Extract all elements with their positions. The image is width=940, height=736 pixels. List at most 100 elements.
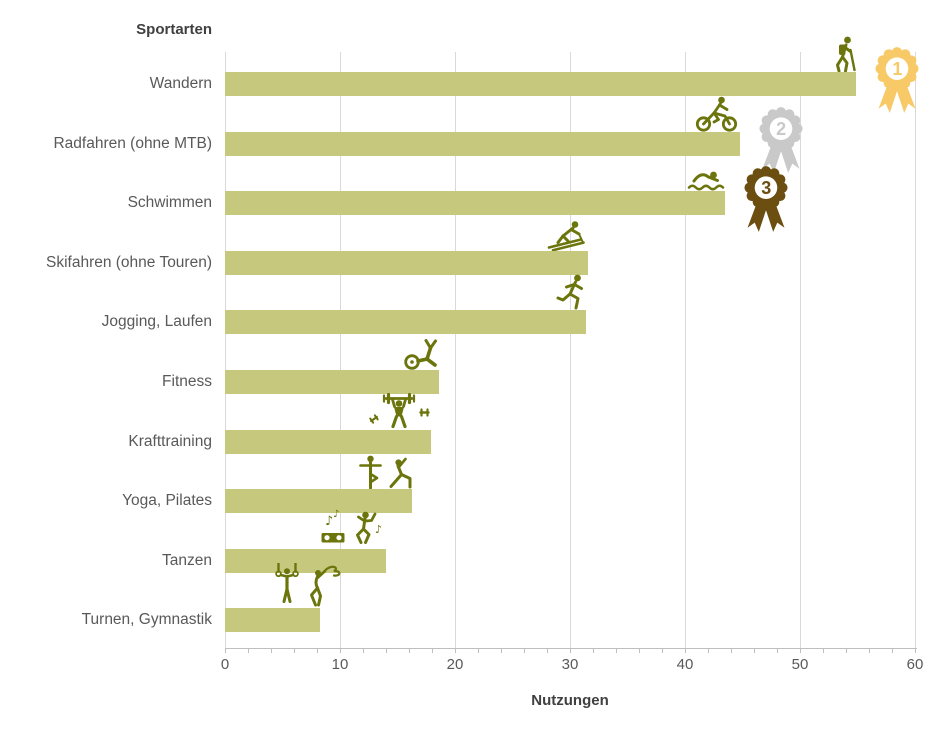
category-label: Skifahren (ohne Touren) bbox=[45, 253, 212, 271]
exercise-bike-icon bbox=[403, 339, 440, 370]
axis-minor-tick bbox=[915, 649, 916, 653]
dancer-music-icon: ♪ ♪ ♪ bbox=[320, 508, 386, 549]
axis-minor-tick bbox=[271, 649, 272, 653]
axis-minor-tick bbox=[248, 649, 249, 653]
axis-minor-tick bbox=[570, 649, 571, 653]
hiker-icon bbox=[830, 36, 858, 72]
bar-row-tanzen: Tanzen ♪ ♪ ♪ bbox=[0, 509, 940, 589]
medal-rank-number: 1 bbox=[892, 59, 903, 79]
axis-minor-tick bbox=[363, 649, 364, 653]
swimmer-icon bbox=[687, 168, 725, 191]
axis-minor-tick bbox=[892, 649, 893, 653]
bar bbox=[225, 608, 321, 633]
gridline bbox=[340, 52, 341, 648]
bar bbox=[225, 250, 589, 275]
bar-row-krafttraining: Krafttraining bbox=[0, 392, 940, 470]
axis-minor-tick bbox=[225, 649, 226, 653]
category-label: Turnen, Gymnastik bbox=[81, 611, 212, 629]
plot-area bbox=[225, 52, 916, 648]
x-tick-label: 10 bbox=[331, 656, 349, 673]
gridline bbox=[915, 52, 916, 648]
axis-minor-tick bbox=[593, 649, 594, 653]
axis-minor-tick bbox=[754, 649, 755, 653]
bar bbox=[225, 191, 726, 216]
bar bbox=[225, 370, 439, 394]
gold-medal-rank-1: 1 bbox=[868, 42, 926, 120]
axis-minor-tick bbox=[846, 649, 847, 653]
bar bbox=[225, 131, 741, 156]
bronze-medal-rank-3: 3 bbox=[737, 161, 795, 239]
medal-rank-number: 2 bbox=[776, 118, 787, 139]
skier-icon bbox=[546, 220, 590, 251]
silver-medal-rank-2: 2 bbox=[752, 102, 810, 180]
axis-minor-tick bbox=[869, 649, 870, 653]
category-label: Jogging, Laufen bbox=[101, 313, 212, 331]
medal-rank-number: 3 bbox=[761, 178, 772, 199]
axis-minor-tick bbox=[616, 649, 617, 653]
chart-title: Sportarten bbox=[136, 21, 212, 38]
bar-row-skifahren: Skifahren (ohne Touren) bbox=[0, 220, 940, 291]
bar bbox=[225, 72, 857, 96]
axis-minor-tick bbox=[317, 649, 318, 653]
axis-minor-tick bbox=[524, 649, 525, 653]
axis-minor-tick bbox=[547, 649, 548, 653]
cyclist-icon bbox=[694, 94, 740, 132]
axis-minor-tick bbox=[800, 649, 801, 653]
axis-minor-tick bbox=[685, 649, 686, 653]
yoga-icon bbox=[357, 455, 414, 490]
axis-minor-tick bbox=[432, 649, 433, 653]
x-tick-label: 20 bbox=[446, 656, 464, 673]
svg-text:♪: ♪ bbox=[375, 523, 382, 536]
x-tick-label: 60 bbox=[906, 656, 924, 673]
axis-minor-tick bbox=[455, 649, 456, 653]
bar-row-schwimmen: Schwimmen bbox=[0, 166, 940, 233]
axis-minor-tick bbox=[777, 649, 778, 653]
bar bbox=[225, 310, 587, 335]
axis-minor-tick bbox=[478, 649, 479, 653]
gridline bbox=[800, 52, 801, 648]
axis-minor-tick bbox=[409, 649, 410, 653]
axis-minor-tick bbox=[662, 649, 663, 653]
category-label: Krafttraining bbox=[128, 432, 212, 450]
gridline bbox=[570, 52, 571, 648]
weightlifter-icon bbox=[369, 392, 431, 430]
bars-layer: Wandern bbox=[0, 36, 940, 648]
gridline bbox=[685, 52, 686, 648]
bar-row-yoga: Yoga, Pilates bbox=[0, 455, 940, 529]
category-label: Radfahren (ohne MTB) bbox=[53, 134, 212, 152]
bar-row-jogging: Jogging, Laufen bbox=[0, 274, 940, 350]
axis-minor-tick bbox=[639, 649, 640, 653]
runner-icon bbox=[556, 274, 587, 310]
axis-minor-tick bbox=[294, 649, 295, 653]
svg-text:♪: ♪ bbox=[325, 514, 333, 529]
bar bbox=[225, 548, 386, 573]
category-label: Yoga, Pilates bbox=[122, 492, 212, 510]
axis-minor-tick bbox=[823, 649, 824, 653]
svg-text:♪: ♪ bbox=[333, 509, 339, 520]
category-label: Tanzen bbox=[162, 551, 212, 569]
x-tick-label: 50 bbox=[791, 656, 809, 673]
x-axis-title: Nutzungen bbox=[531, 692, 609, 709]
axis-minor-tick bbox=[340, 649, 341, 653]
x-tick-label: 30 bbox=[561, 656, 579, 673]
axis-minor-tick bbox=[731, 649, 732, 653]
gymnastics-icon bbox=[271, 563, 349, 608]
x-axis-line bbox=[225, 648, 917, 649]
bar bbox=[225, 429, 431, 454]
x-tick-label: 0 bbox=[220, 656, 230, 673]
bar-row-fitness: Fitness bbox=[0, 339, 940, 410]
axis-minor-tick bbox=[501, 649, 502, 653]
gridline bbox=[455, 52, 456, 648]
axis-minor-tick bbox=[708, 649, 709, 653]
category-label: Schwimmen bbox=[127, 194, 212, 212]
bar-row-wandern: Wandern bbox=[0, 36, 940, 113]
bar bbox=[225, 489, 413, 514]
x-tick-label: 40 bbox=[676, 656, 694, 673]
bar-row-turnen: Turnen, Gymnastik bbox=[0, 563, 940, 648]
category-label: Fitness bbox=[162, 373, 212, 390]
category-label: Wandern bbox=[149, 75, 212, 92]
gridline bbox=[225, 52, 226, 648]
axis-minor-tick bbox=[386, 649, 387, 653]
bar-row-radfahren: Radfahren (ohne MTB) bbox=[0, 96, 940, 173]
